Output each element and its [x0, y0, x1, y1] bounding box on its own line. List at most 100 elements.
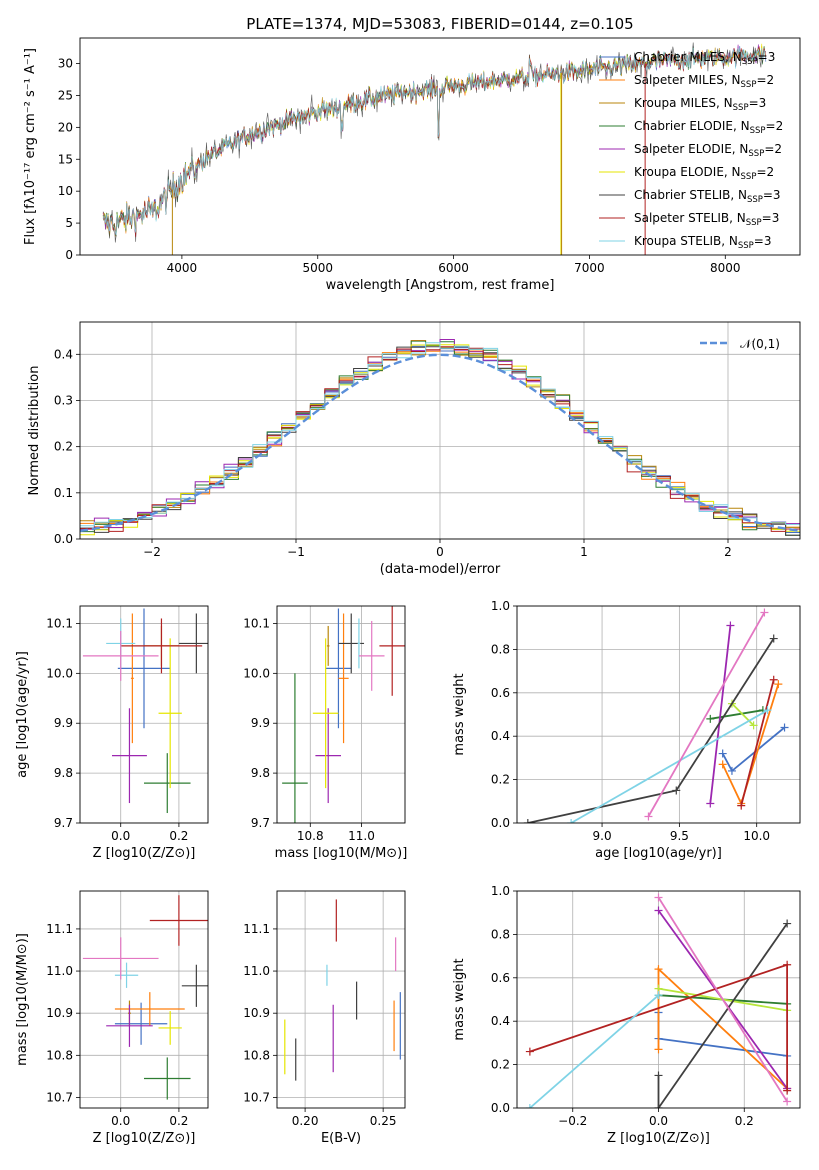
y-tick-label: 0.0: [491, 1101, 510, 1115]
x-tick-label: 0.0: [111, 829, 130, 843]
plot-area: [80, 322, 800, 539]
y-tick-label: 11.0: [243, 964, 270, 978]
weight-point-marker: [783, 960, 792, 969]
y-tick-label: 0.3: [54, 393, 73, 407]
weight-point-marker: [727, 766, 736, 775]
x-tick-label: 5000: [302, 261, 333, 275]
legend-label: Kroupa MILES, NSSP=3: [634, 96, 766, 113]
weight-point-marker: [780, 723, 789, 732]
weight-point-marker: [654, 1104, 663, 1108]
panel-residuals: −2 −1 0 1 2 0.0 0.1 0.2 0.3 0.4 (data-model)/error…: [27, 321, 801, 577]
x-tick-label: 10.0: [743, 829, 770, 843]
y-axis-label: mass [log10(M/M⊙)]: [15, 933, 30, 1066]
axes-frame: [79, 890, 209, 1109]
y-axis-label: Flux [fλ10⁻¹⁷ erg cm⁻² s⁻¹ A⁻¹]: [23, 48, 38, 245]
plot-area: [517, 891, 800, 1108]
y-tick-label: 10.9: [243, 1006, 270, 1020]
weight-point-marker: [567, 819, 576, 823]
weight-point-marker: [783, 919, 792, 928]
y-tick-label: 10.7: [46, 1090, 73, 1104]
weight-series-line: [710, 709, 764, 720]
y-tick-label: 25: [58, 88, 73, 102]
y-tick-label: 0.1: [54, 486, 73, 500]
x-tick-label: 4000: [167, 261, 198, 275]
y-tick-label: 0.2: [491, 1058, 510, 1072]
chart-title: PLATE=1374, MJD=53083, FIBERID=0144, z=0…: [246, 15, 633, 33]
weight-series-line: [657, 897, 788, 1102]
weight-series-line: [731, 702, 755, 727]
x-axis-label: Z [log10(Z/Z⊙)]: [93, 846, 196, 861]
panel-mass-vs-z: 0.0 0.2 10.7 10.8 10.9 11.0 11.1 Z [log10(Z/Z⊙)…: [15, 890, 209, 1146]
legend-label: Salpeter ELODIE, NSSP=2: [634, 142, 782, 159]
x-tick-label: 2: [724, 545, 732, 559]
axes-frame: [516, 605, 801, 824]
plot-area: [277, 606, 405, 823]
legend-label: Kroupa ELODIE, NSSP=2: [634, 165, 774, 182]
y-tick-label: 10.1: [243, 616, 270, 630]
legend-label: Chabrier MILES, NSSP=3: [634, 50, 775, 67]
x-tick-label: 0.25: [370, 1114, 397, 1128]
weight-point-marker: [654, 965, 663, 974]
y-tick-label: 0.4: [491, 729, 510, 743]
weight-point-marker: [760, 608, 769, 617]
y-axis-label: age [log10(age/yr)]: [15, 651, 30, 778]
y-tick-label: 0.4: [54, 347, 73, 361]
weight-point-marker: [654, 1071, 663, 1080]
x-tick-label: 1: [580, 545, 588, 559]
weight-point-marker: [749, 721, 758, 730]
y-tick-label: 1.0: [491, 884, 510, 898]
y-tick-label: 0.8: [491, 927, 510, 941]
x-tick-label: −1: [287, 545, 305, 559]
x-axis-label: wavelength [Angstrom, rest frame]: [326, 278, 555, 293]
weight-point-marker: [769, 675, 778, 684]
weight-point-marker: [737, 801, 746, 810]
legend-label: Chabrier ELODIE, NSSP=2: [634, 119, 783, 136]
x-axis-label: E(B-V): [321, 1131, 361, 1146]
panel-weight-vs-z: −0.2 0.0 0.2 0.0 0.2 0.4 0.6 0.8 1.0 Z [log10(Z/Z…: [452, 884, 801, 1146]
y-tick-label: 1.0: [491, 599, 510, 613]
y-axis-label: mass weight: [452, 673, 467, 755]
x-tick-label: 0.20: [292, 1114, 319, 1128]
y-tick-label: 9.9: [54, 716, 73, 730]
panel-weight-vs-age: 9.0 9.5 10.0 0.0 0.2 0.4 0.6 0.8 1.0 age [log10(a…: [452, 599, 801, 861]
y-tick-label: 0.6: [491, 686, 510, 700]
y-tick-label: 0.6: [491, 971, 510, 985]
y-tick-label: 20: [58, 120, 73, 134]
x-axis-label: mass [log10(M/M⊙)]: [275, 846, 408, 861]
weight-point-marker: [525, 1047, 534, 1056]
x-tick-label: 0.0: [111, 1114, 130, 1128]
panel-mass-vs-ebv: 0.20 0.25 10.7 10.8 10.9 11.0 11.1 E(B-V): [243, 890, 406, 1146]
y-tick-label: 11.1: [243, 922, 270, 936]
y-tick-label: 15: [58, 152, 73, 166]
y-tick-label: 9.8: [251, 766, 270, 780]
y-tick-label: 9.7: [54, 816, 73, 830]
y-tick-label: 10.1: [46, 616, 73, 630]
axes-frame: [79, 37, 801, 256]
weight-point-marker: [654, 1045, 663, 1054]
y-tick-label: 0.0: [491, 816, 510, 830]
weight-point-marker: [783, 1086, 792, 1095]
x-tick-label: −2: [143, 545, 161, 559]
y-tick-label: 0.8: [491, 642, 510, 656]
x-tick-label: 8000: [710, 261, 741, 275]
plot-area: [102, 42, 767, 255]
weight-point-marker: [718, 760, 727, 769]
y-tick-label: 10.0: [243, 666, 270, 680]
x-tick-label: 9.0: [593, 829, 612, 843]
y-tick-label: 5: [65, 216, 73, 230]
weight-point-marker: [763, 706, 772, 715]
legend-label: 𝒩(0,1): [740, 337, 780, 351]
y-tick-label: 0.2: [491, 773, 510, 787]
legend-label: Salpeter MILES, NSSP=2: [634, 73, 774, 90]
y-tick-label: 10.9: [46, 1006, 73, 1020]
y-tick-label: 9.7: [251, 816, 270, 830]
weight-point-marker: [783, 1097, 792, 1106]
weight-point-marker: [654, 991, 663, 1000]
weight-point-marker: [769, 634, 778, 643]
x-tick-label: 0.0: [649, 1114, 668, 1128]
weight-point-marker: [672, 786, 681, 795]
weight-series-line: [721, 683, 780, 806]
y-tick-label: 10.8: [46, 1048, 73, 1062]
x-axis-label: Z [log10(Z/Z⊙)]: [93, 1131, 196, 1146]
weight-series-line: [657, 922, 788, 1108]
